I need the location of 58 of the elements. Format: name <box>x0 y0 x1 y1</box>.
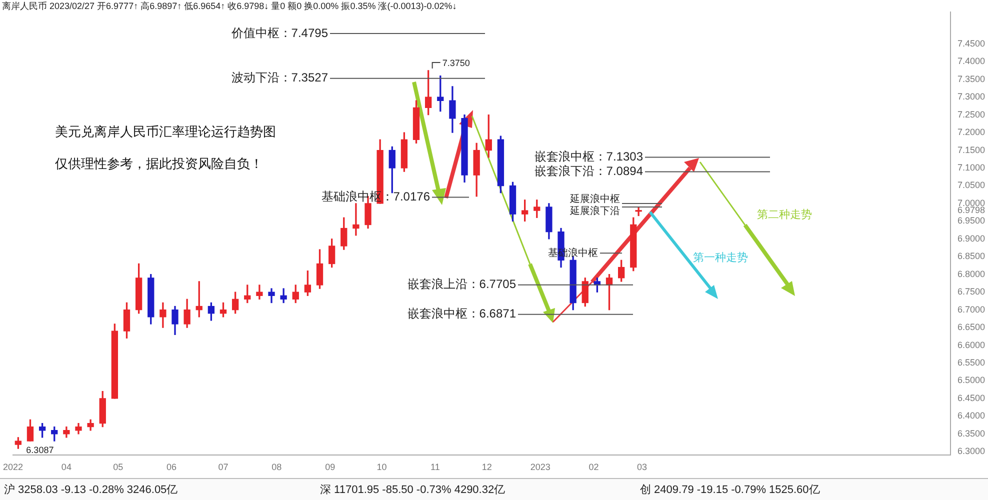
y-tick-label: 7.4000 <box>957 56 986 66</box>
ref-line-label: 延展浪中枢 <box>569 193 620 206</box>
y-tick-label: 7.4500 <box>957 38 986 48</box>
y-tick-label: 6.9000 <box>957 233 986 244</box>
y-tick-label: 6.5500 <box>957 358 986 368</box>
y-tick-label: 6.8000 <box>957 268 986 279</box>
text: 创 2409.79 -19.15 -0.79% 1525.60亿 <box>640 483 820 497</box>
y-tick-label: 6.9798 <box>957 205 986 216</box>
ref-line-label: 嵌套浪中枢：6.6871 <box>407 306 516 321</box>
chart-subtitle: 离岸人民币 2023/02/27 开6.9777↑ 高6.9897↑ 低6.9654↑ 收6.9798↓ 量0 额0 换0.00% 振0.35% 涨(-0.0013)-0.02%↓ <box>2 0 457 13</box>
y-tick-label: 6.9500 <box>957 216 986 226</box>
y-tick-label: 7.2500 <box>957 109 986 120</box>
y-tick-label: 7.3500 <box>957 74 986 84</box>
ref-line-label: 延展浪下沿 <box>569 204 620 217</box>
x-tick-label: 2022 <box>2 462 24 472</box>
ref-line-label: 波动下沿：7.3527 <box>231 70 328 85</box>
x-tick-label: 08 <box>272 462 282 472</box>
y-tick-label: 6.6000 <box>957 340 986 350</box>
ref-line-label: 嵌套浪上沿：6.7705 <box>407 277 516 292</box>
annotation: 第二种走势 <box>757 208 812 222</box>
x-tick-label: 06 <box>166 462 177 472</box>
text: 深 11701.95 -85.50 -0.73% 4290.32亿 <box>320 483 506 497</box>
y-tick-label: 6.8500 <box>957 251 986 262</box>
candlestick <box>352 203 360 236</box>
x-tick-label: 09 <box>325 462 336 472</box>
y-tick-label: 6.7500 <box>957 286 986 297</box>
y-tick-label: 6.3500 <box>957 428 986 438</box>
text: 美元兑离岸人民币汇率理论运行趋势图 <box>55 123 276 141</box>
y-tick-label: 6.5000 <box>957 375 986 386</box>
y-tick-label: 7.1500 <box>957 144 986 155</box>
y-tick-label: 6.3000 <box>957 446 986 456</box>
y-tick-label: 6.6500 <box>957 322 986 332</box>
x-tick-label: 02 <box>588 462 599 472</box>
annotation: 仅供理性参考，据此投资风险自负！ <box>55 155 263 173</box>
x-tick-label: 03 <box>637 462 648 472</box>
ref-line-label: 嵌套浪下沿：7.0894 <box>534 164 644 178</box>
candlestick <box>635 206 642 216</box>
annotation: 6.3087 <box>26 445 54 456</box>
annotation: 7.3750 <box>442 58 470 68</box>
x-tick-label: 12 <box>482 462 492 472</box>
annotation: 第一种走势 <box>693 250 748 265</box>
y-tick-label: 6.4500 <box>957 392 986 403</box>
x-tick-label: 2023 <box>530 462 550 472</box>
x-tick-label: 04 <box>61 462 72 472</box>
x-tick-label: 05 <box>113 462 124 472</box>
y-tick-label: 7.0500 <box>957 180 986 190</box>
text: 沪 3258.03 -9.13 -0.28% 3246.05亿 <box>4 482 178 497</box>
ref-line-label: 价值中枢：7.4795 <box>230 26 328 40</box>
y-tick-label: 7.2000 <box>957 127 986 138</box>
x-tick-label: 10 <box>376 462 387 472</box>
y-tick-label: 7.3000 <box>957 92 986 102</box>
y-tick-label: 7.0000 <box>957 198 986 208</box>
ref-line-label: 嵌套浪中枢：7.1303 <box>534 150 644 164</box>
x-tick-label: 11 <box>430 462 440 472</box>
y-tick-label: 6.4000 <box>957 410 986 421</box>
y-tick-label: 7.1000 <box>957 162 986 172</box>
y-tick-label: 6.7000 <box>957 304 986 314</box>
x-tick-label: 07 <box>218 462 228 472</box>
